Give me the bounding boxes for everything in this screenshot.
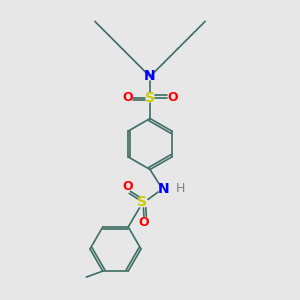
Text: S: S — [145, 91, 155, 104]
Text: O: O — [139, 215, 149, 229]
Text: O: O — [122, 91, 133, 104]
Text: S: S — [137, 196, 148, 209]
Text: N: N — [158, 182, 169, 196]
Text: O: O — [167, 91, 178, 104]
Text: N: N — [144, 70, 156, 83]
Text: H: H — [175, 182, 185, 196]
Text: O: O — [122, 179, 133, 193]
